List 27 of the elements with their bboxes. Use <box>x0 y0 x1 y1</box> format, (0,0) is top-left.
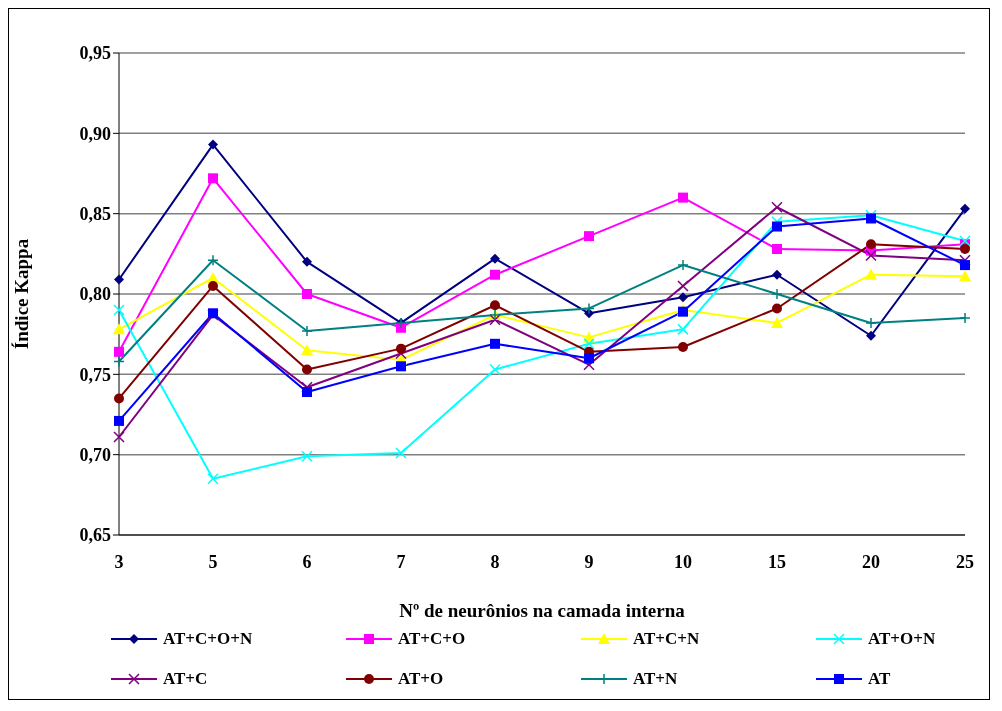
x-axis-title: Nº de neurônios na camada interna <box>399 600 686 621</box>
y-axis-title: Índice Kappa <box>10 238 32 350</box>
legend-label: AT+C+O <box>398 629 466 649</box>
x-tick-label: 6 <box>302 551 312 572</box>
legend-label: AT+C+N <box>633 629 700 649</box>
x-tick-label: 9 <box>584 551 594 572</box>
y-tick-label: 0,80 <box>79 284 111 305</box>
x-tick-label: 20 <box>862 551 880 572</box>
y-tick-label: 0,95 <box>79 43 111 64</box>
x-tick-label: 10 <box>674 551 692 572</box>
x-tick-label: 25 <box>956 551 974 572</box>
legend-label: AT+O+N <box>868 629 936 649</box>
y-tick-label: 0,85 <box>79 204 111 225</box>
y-tick-label: 0,70 <box>79 445 111 466</box>
legend-label: AT+O <box>398 669 444 689</box>
y-tick-label: 0,65 <box>79 525 111 546</box>
x-tick-label: 3 <box>114 551 124 572</box>
legend-label: AT+C <box>163 669 208 689</box>
x-tick-label: 5 <box>208 551 218 572</box>
x-tick-label: 15 <box>768 551 786 572</box>
y-tick-label: 0,75 <box>79 364 111 385</box>
x-tick-label: 7 <box>396 551 406 572</box>
x-tick-label: 8 <box>490 551 500 572</box>
y-tick-label: 0,90 <box>79 123 111 144</box>
legend-label: AT+C+O+N <box>163 629 253 649</box>
legend-label: AT+N <box>633 669 678 689</box>
legend-label: AT <box>868 669 891 689</box>
